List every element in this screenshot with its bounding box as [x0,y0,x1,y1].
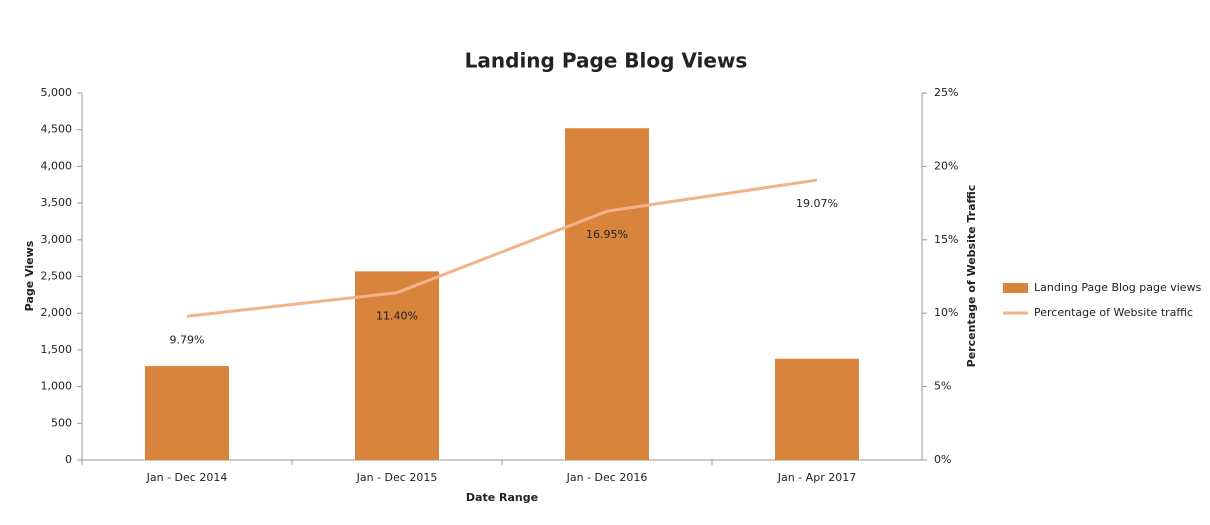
y2-tick-label: 10% [934,306,958,319]
y-tick-label: 3,500 [41,196,73,209]
y2-tick-label: 15% [934,233,958,246]
y-tick-label: 2,000 [41,306,73,319]
y-tick-label: 1,500 [41,343,73,356]
x-axis-title: Date Range [466,491,538,504]
bar [355,271,439,460]
y-tick-label: 2,500 [41,270,73,283]
x-tick-label: Jan - Dec 2015 [356,471,438,484]
y-axis-title: Page Views [23,240,36,311]
legend-label: Percentage of Website traffic [1034,306,1193,319]
chart-title: Landing Page Blog Views [465,49,748,73]
x-tick-label: Jan - Apr 2017 [777,471,856,484]
data-label: 19.07% [796,197,838,210]
x-tick-label: Jan - Dec 2014 [146,471,228,484]
y-tick-label: 4,500 [41,123,73,136]
y-tick-label: 4,000 [41,159,73,172]
legend-label: Landing Page Blog page views [1034,281,1202,294]
data-label: 11.40% [376,310,418,323]
y-tick-label: 500 [51,416,72,429]
data-label: 9.79% [170,333,205,346]
bar [145,366,229,460]
y2-tick-label: 5% [934,380,951,393]
y-tick-label: 5,000 [41,86,73,99]
data-label: 16.95% [586,228,628,241]
y-tick-label: 1,000 [41,380,73,393]
y2-tick-label: 25% [934,86,958,99]
line [186,178,818,318]
y-tick-label: 0 [65,453,72,466]
y2-axis-title: Percentage of Website Traffic [965,185,978,368]
y2-tick-label: 20% [934,159,958,172]
bar [565,128,649,460]
x-tick-label: Jan - Dec 2016 [566,471,648,484]
y2-tick-label: 0% [934,453,951,466]
bar [775,358,859,460]
y-tick-label: 3,000 [41,233,73,246]
legend-swatch [1003,283,1028,293]
